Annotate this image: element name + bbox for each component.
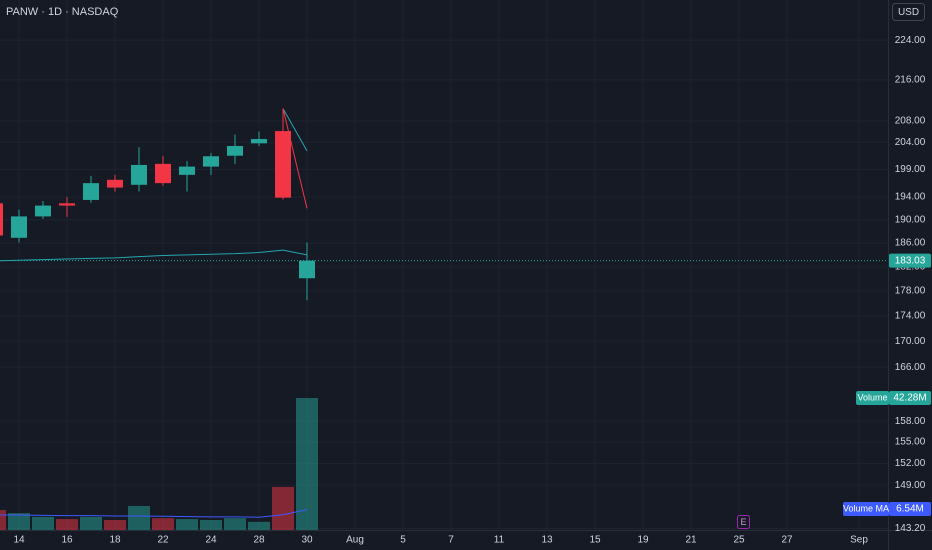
earnings-marker: E bbox=[740, 517, 746, 527]
candle-body bbox=[275, 131, 291, 198]
candle-body bbox=[11, 216, 27, 238]
volume-value: 42.28M bbox=[893, 393, 926, 404]
earnings-marker-box bbox=[737, 515, 750, 529]
x-tick-label: 22 bbox=[157, 535, 169, 546]
volume-bar bbox=[8, 513, 30, 530]
volume-bar bbox=[248, 521, 270, 530]
last-price-label: 183.03 bbox=[895, 255, 926, 266]
candle-body bbox=[203, 156, 219, 167]
plot bbox=[0, 108, 888, 530]
y-tick-label: 149.00 bbox=[895, 480, 926, 491]
y-tick-label: 224.00 bbox=[895, 35, 926, 46]
y-tick-label: 155.00 bbox=[895, 437, 926, 448]
y-tick-label: 204.00 bbox=[895, 137, 926, 148]
y-tick-label: 190.00 bbox=[895, 214, 926, 225]
overlay-line bbox=[282, 108, 308, 209]
volume-ma-name-tag bbox=[843, 502, 889, 516]
y-tick-label: 174.00 bbox=[895, 310, 926, 321]
x-tick-label: 30 bbox=[301, 535, 313, 546]
chart-title: PANW · 1D · NASDAQ bbox=[6, 6, 119, 18]
x-tick-label: 11 bbox=[494, 535, 505, 546]
candle-body bbox=[59, 203, 75, 206]
candle-body bbox=[35, 205, 51, 217]
volume-ma-line bbox=[0, 509, 308, 518]
x-tick-label: 7 bbox=[448, 535, 454, 546]
volume-bar bbox=[0, 510, 6, 530]
y-tick-label: 208.00 bbox=[895, 116, 926, 127]
y-tick-label: 186.00 bbox=[895, 238, 926, 249]
currency-button[interactable] bbox=[892, 3, 925, 21]
volume-bar bbox=[296, 398, 318, 530]
x-tick-label: 28 bbox=[253, 535, 265, 546]
overlay-line bbox=[282, 108, 308, 152]
candle-body bbox=[155, 163, 171, 184]
x-tick-label: 14 bbox=[13, 535, 25, 546]
x-tick-label: 15 bbox=[589, 535, 601, 546]
candle-body bbox=[0, 203, 3, 236]
candle-body bbox=[107, 179, 123, 188]
y-tick-label: 194.00 bbox=[895, 192, 926, 203]
volume-name: Volume bbox=[857, 392, 887, 402]
currency-label[interactable]: USD bbox=[898, 7, 919, 18]
y-tick-label: 158.00 bbox=[895, 416, 926, 427]
volume-bar bbox=[176, 519, 198, 530]
volume-ma-value-tag bbox=[889, 502, 931, 516]
volume-bar bbox=[104, 520, 126, 530]
candle-body bbox=[131, 164, 147, 185]
volume-bar bbox=[32, 516, 54, 530]
y-tick-label: 178.00 bbox=[895, 286, 926, 297]
volume-name-tag bbox=[856, 391, 889, 405]
volume-bar bbox=[224, 518, 246, 530]
x-tick-label: Aug bbox=[346, 535, 364, 546]
volume-bar bbox=[128, 505, 150, 530]
volume-ma-name: Volume MA bbox=[843, 503, 889, 513]
volume-bar bbox=[272, 486, 294, 530]
volume-value-tag bbox=[889, 391, 931, 405]
last-price-tag bbox=[889, 253, 931, 268]
x-tick-label: 19 bbox=[637, 535, 649, 546]
x-tick-label: 25 bbox=[733, 535, 745, 546]
y-tick-label: 152.00 bbox=[895, 458, 926, 469]
x-tick-label: 16 bbox=[61, 535, 73, 546]
x-tick-label: 18 bbox=[109, 535, 121, 546]
x-tick-label: 27 bbox=[781, 535, 793, 546]
candle-body bbox=[179, 166, 195, 175]
volume-bar bbox=[152, 518, 174, 530]
y-tick-label: 143.20 bbox=[895, 523, 926, 534]
labels: 224.00 216.00 208.00 204.00 199.00 194.00 190.… bbox=[13, 35, 931, 546]
candle-body bbox=[251, 139, 267, 144]
ma-line bbox=[0, 249, 308, 262]
y-tick-label: 216.00 bbox=[895, 75, 926, 86]
x-tick-label: 21 bbox=[685, 535, 697, 546]
y-tick-label: 199.00 bbox=[895, 164, 926, 175]
x-tick-label: Sep bbox=[850, 535, 868, 546]
x-tick-label: 5 bbox=[400, 535, 406, 546]
y-tick-label: 166.00 bbox=[895, 362, 926, 373]
y-tick-label: 170.00 bbox=[895, 336, 926, 347]
volume-bar bbox=[200, 520, 222, 530]
volume-bar bbox=[80, 516, 102, 530]
volume-bar bbox=[56, 519, 78, 530]
candle-body bbox=[227, 146, 243, 156]
candle-body bbox=[299, 260, 315, 279]
x-tick-label: 13 bbox=[541, 535, 553, 546]
volume-ma-value: 6.54M bbox=[896, 504, 924, 515]
candle-body bbox=[83, 183, 99, 200]
x-tick-label: 24 bbox=[205, 535, 217, 546]
